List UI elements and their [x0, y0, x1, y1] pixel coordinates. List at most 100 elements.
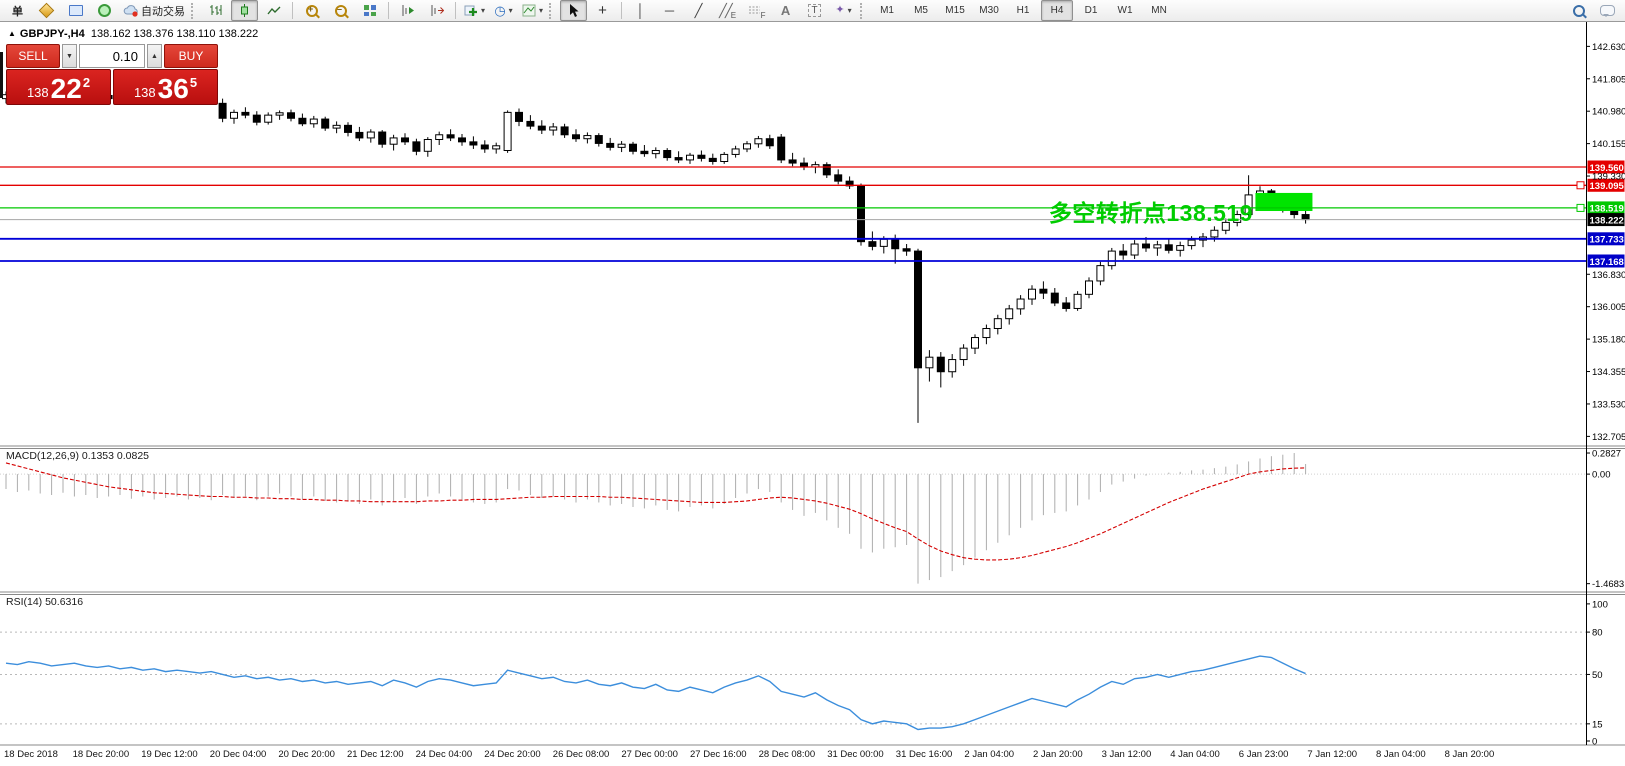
dropdown-caret-icon: ▾ [847, 6, 852, 15]
new-order-button[interactable]: 单 [4, 0, 31, 21]
tf-h4-button[interactable]: H4 [1041, 0, 1074, 21]
channel-tool[interactable]: ╱╱ E [714, 0, 741, 21]
svg-text:-1.4683: -1.4683 [1592, 579, 1624, 590]
time-label: 7 Jan 12:00 [1307, 749, 1357, 760]
time-label: 20 Dec 04:00 [210, 749, 267, 760]
highlight-box[interactable] [1255, 192, 1313, 212]
toolbar-grip [191, 2, 197, 19]
chart-shift-icon [431, 5, 444, 16]
candlestick-type-button[interactable] [231, 0, 258, 21]
symbol-period-label: GBPJPY-,H4 [19, 28, 85, 40]
price-tag-label: 137.168 [1590, 257, 1624, 268]
time-label: 8 Jan 20:00 [1445, 749, 1495, 760]
pane-separators [0, 22, 1625, 746]
autotrading-button[interactable]: 自动交易 [120, 0, 188, 21]
svg-text:132.705: 132.705 [1592, 432, 1625, 443]
periods-button[interactable]: ◷ ▾ [490, 0, 517, 21]
sell-button[interactable]: SELL [6, 44, 60, 68]
auto-scroll-button[interactable] [394, 0, 421, 21]
search-button[interactable] [1565, 0, 1592, 21]
price-tag-label: 138.222 [1590, 215, 1624, 226]
time-axis[interactable]: 18 Dec 2018 18 Dec 20:00 19 Dec 12:00 20 De… [4, 749, 1494, 760]
price-tag [1587, 232, 1625, 246]
templates-button[interactable]: ▾ [519, 0, 546, 21]
tf-m30-button[interactable]: M30 [979, 5, 999, 16]
time-label: 31 Dec 16:00 [896, 749, 953, 760]
price-tag [1587, 160, 1625, 174]
buy-price-sup: 5 [189, 75, 198, 90]
tf-mn-button[interactable]: MN [1151, 5, 1167, 16]
fibonacci-icon [748, 6, 760, 14]
new-chart-icon[interactable] [33, 0, 60, 21]
tile-windows-icon [363, 5, 376, 16]
chart-title: ▲ GBPJPY-,H4 138.162 138.376 138.110 138.… [8, 28, 258, 40]
tf-h1-button[interactable]: H1 [1016, 5, 1030, 16]
tf-w1-button[interactable]: W1 [1117, 5, 1133, 16]
svg-text:100: 100 [1592, 599, 1608, 610]
crosshair-tool-button[interactable]: + [589, 0, 616, 21]
macd-histogram [5, 453, 1307, 584]
macd-signal-line [5, 462, 1306, 561]
hline-handle[interactable] [1576, 203, 1585, 212]
tf-m5-button[interactable]: M5 [914, 5, 928, 16]
search-icon [1572, 4, 1585, 17]
trendline-icon: ╱ [694, 3, 703, 18]
fibonacci-tool[interactable]: F [743, 0, 770, 21]
toolbar-separator [292, 2, 293, 19]
volume-down-button[interactable]: ▼ [62, 44, 77, 68]
toolbar-separator [388, 2, 389, 19]
rsi-scale: 100 80 50 15 0 [1586, 599, 1608, 748]
buy-price-box[interactable]: 138 36 5 [113, 69, 218, 105]
toolbar-separator [621, 2, 623, 19]
tile-windows-button[interactable] [356, 0, 383, 21]
horizontal-line-tool[interactable]: ─ [656, 0, 683, 21]
line-chart-type-button[interactable] [260, 0, 287, 21]
chart-text-annotation[interactable]: 多空转折点138.519 [1048, 200, 1253, 226]
chat-button[interactable] [1594, 0, 1621, 21]
cursor-icon [570, 4, 579, 17]
zoom-in-button[interactable]: + [298, 0, 325, 21]
time-label: 19 Dec 12:00 [141, 749, 198, 760]
toolbar-grip [860, 2, 866, 19]
svg-text:133.530: 133.530 [1592, 399, 1625, 410]
price-tag [1587, 201, 1625, 215]
svg-text:139.330: 139.330 [1592, 172, 1625, 183]
svg-text:135.180: 135.180 [1592, 335, 1625, 346]
signals-icon[interactable] [91, 0, 118, 21]
svg-text:134.355: 134.355 [1592, 367, 1625, 378]
zoom-out-button[interactable]: – [327, 0, 354, 21]
price-tag [1587, 178, 1625, 192]
text-tool[interactable]: A [772, 0, 799, 21]
toolbar: 单 自动交易 + – ▾ ◷ ▾ ▾ + │ ─ ╱ ╱╱ E F A T ✦ ▾ [0, 0, 1625, 22]
text-label-tool[interactable]: T [801, 0, 828, 21]
tf-m15-button[interactable]: M15 [945, 5, 965, 16]
collapse-arrow-icon[interactable]: ▲ [8, 29, 16, 38]
bar-chart-type-button[interactable] [202, 0, 229, 21]
buy-button[interactable]: BUY [164, 44, 218, 68]
market-watch-icon[interactable] [62, 0, 89, 21]
price-tag-label: 137.733 [1590, 235, 1624, 246]
hline-handle[interactable] [1576, 181, 1585, 190]
crosshair-icon: + [598, 2, 607, 19]
trendline-tool[interactable]: ╱ [685, 0, 712, 21]
label-tool-icon: T [808, 4, 821, 17]
time-label: 6 Jan 23:00 [1239, 749, 1289, 760]
arrows-tool[interactable]: ✦ ▾ [830, 0, 857, 21]
macd-indicator-label: MACD(12,26,9) 0.1353 0.0825 [6, 450, 150, 462]
one-click-trading-panel: SELL ▼ 0.10 ▲ BUY 138 22 2 138 36 5 [6, 44, 218, 105]
chart-shift-button[interactable] [423, 0, 450, 21]
sell-price-box[interactable]: 138 22 2 [6, 69, 111, 105]
time-label: 18 Dec 2018 [4, 749, 58, 760]
arrows-icon: ✦ [835, 4, 845, 16]
volume-input[interactable]: 0.10 [79, 44, 145, 68]
sell-price-prefix: 138 [26, 85, 49, 100]
tf-d1-button[interactable]: D1 [1084, 5, 1098, 16]
volume-up-button[interactable]: ▲ [147, 44, 162, 68]
vertical-line-tool[interactable]: │ [627, 0, 654, 21]
tf-m1-button[interactable]: M1 [880, 5, 894, 16]
cloud-icon [123, 4, 138, 17]
time-label: 3 Jan 12:00 [1102, 749, 1152, 760]
cursor-tool-button[interactable] [560, 0, 588, 21]
indicators-button[interactable]: ▾ [461, 0, 488, 21]
